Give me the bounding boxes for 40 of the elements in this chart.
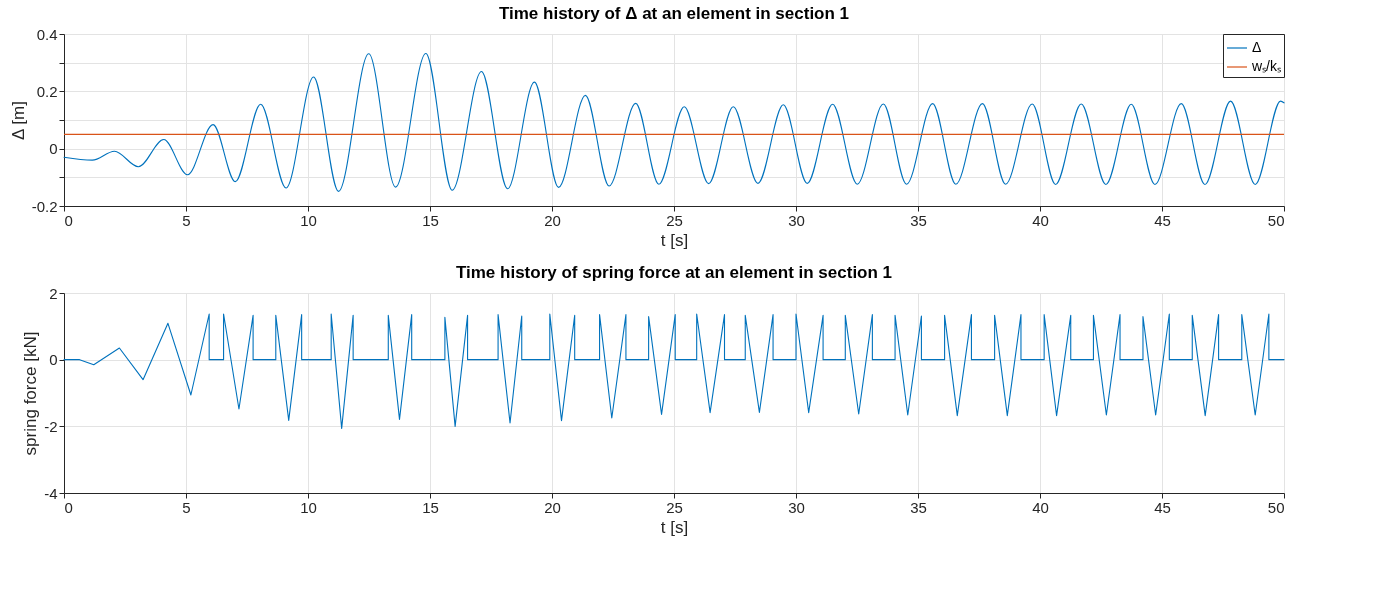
x-tick-label: 50 <box>1267 498 1285 516</box>
y-axis-title: Δ [m] <box>8 101 28 140</box>
x-tick-label: 35 <box>910 211 927 229</box>
x-tick-label: 40 <box>1032 498 1049 516</box>
x-tick-label: 0 <box>64 211 73 229</box>
y-tick-label: -4 <box>44 484 58 502</box>
y-tick-label: 0 <box>49 351 58 369</box>
x-tick-label: 20 <box>544 498 561 516</box>
y-tick-label: -2 <box>44 417 58 435</box>
x-tick-label: 30 <box>788 498 805 516</box>
y-tick-label: 0 <box>49 140 58 158</box>
chart-title: Time history of Δ at an element in section 1 <box>498 4 850 23</box>
x-tick-label: 15 <box>422 211 439 229</box>
x-tick-label: 15 <box>422 498 439 516</box>
x-tick-label: 20 <box>544 211 561 229</box>
x-tick-label: 25 <box>666 211 683 229</box>
y-tick-label: -0.2 <box>31 197 58 215</box>
x-tick-label: 10 <box>300 211 317 229</box>
line-series <box>63 52 1285 192</box>
x-tick-label: 0 <box>64 498 73 516</box>
x-tick-label: 5 <box>182 498 191 516</box>
x-tick-label: 40 <box>1032 211 1049 229</box>
x-tick-label: 45 <box>1154 498 1171 516</box>
x-tick-label: 50 <box>1267 211 1285 229</box>
y-tick-label: 2 <box>49 284 58 302</box>
legend-label: Δ <box>1252 39 1262 55</box>
x-tick-label: 30 <box>788 211 805 229</box>
y-axis-title: spring force [kN] <box>21 331 41 456</box>
y-tick-label: 0.4 <box>36 25 58 43</box>
x-axis-title: t [s] <box>660 517 689 537</box>
x-tick-label: 45 <box>1154 211 1171 229</box>
x-tick-label: 10 <box>300 498 317 516</box>
x-tick-label: 25 <box>666 498 683 516</box>
legend-label: wₛ/kₛ <box>1251 58 1281 74</box>
y-tick-label: 0.2 <box>36 82 58 100</box>
chart-title: Time history of spring force at an element in section 1 <box>455 263 893 282</box>
x-tick-label: 5 <box>182 211 191 229</box>
x-tick-label: 35 <box>910 498 927 516</box>
x-axis-title: t [s] <box>660 230 689 250</box>
line-series <box>63 313 1285 429</box>
